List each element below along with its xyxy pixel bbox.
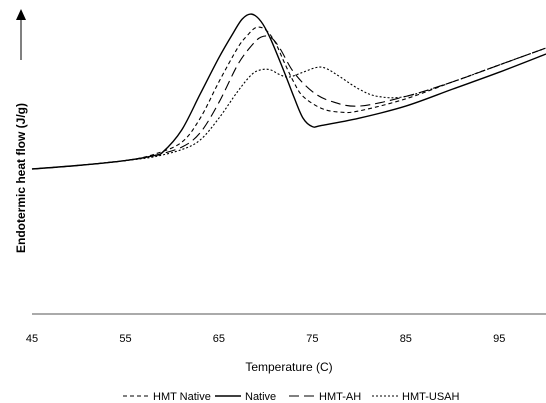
legend-label: Native — [245, 391, 276, 403]
x-tick-label: 65 — [213, 333, 225, 345]
legend-item: HMT Native — [123, 391, 211, 403]
y-axis-label: Endotermic heat flow (J/g) — [14, 103, 28, 253]
series-layer — [31, 13, 546, 170]
x-tick-label: 75 — [306, 333, 318, 345]
legend-label: HMT Native — [153, 391, 211, 403]
x-axis-ticks: 45 55 65 75 85 95 — [26, 333, 506, 345]
x-tick-label: 85 — [400, 333, 412, 345]
series-line-hmt-usah — [31, 47, 546, 170]
legend-item: HMT-USAH — [372, 391, 460, 403]
x-axis-label: Temperature (C) — [245, 360, 332, 374]
legend: HMT Native Native HMT-AH HMT-USAH — [123, 391, 460, 403]
x-tick-label: 95 — [493, 333, 505, 345]
series-line-hmt-native — [31, 26, 546, 170]
y-axis-arrow-icon — [16, 9, 26, 60]
legend-item: Native — [215, 391, 276, 403]
series-line-native — [31, 13, 546, 170]
legend-label: HMT-AH — [319, 391, 361, 403]
legend-item: HMT-AH — [289, 391, 361, 403]
x-tick-label: 55 — [119, 333, 131, 345]
legend-label: HMT-USAH — [402, 391, 460, 403]
series-line-hmt-ah — [31, 35, 546, 170]
x-tick-label: 45 — [26, 333, 38, 345]
